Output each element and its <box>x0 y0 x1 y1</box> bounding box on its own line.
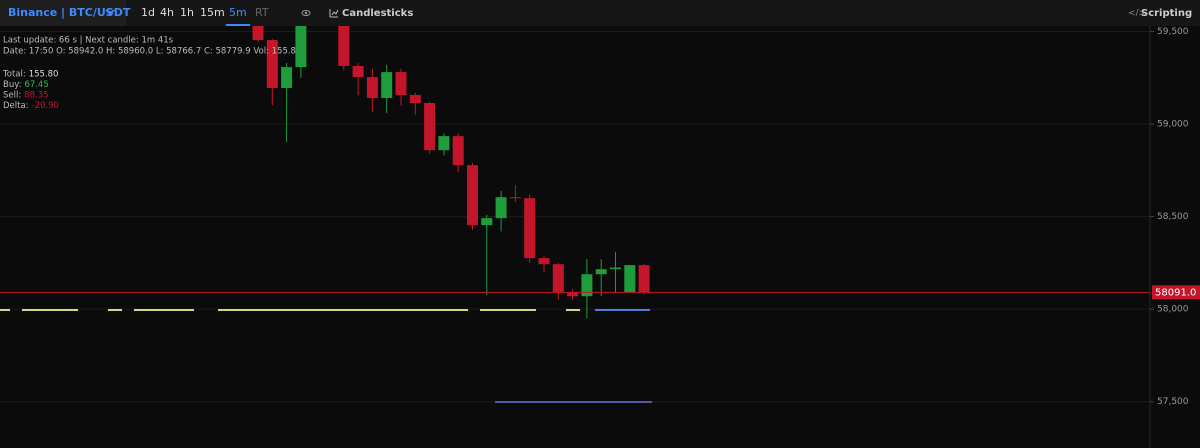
candle-body <box>295 26 307 68</box>
price-axis: 57,500 58,000 58,500 59,000 59,500 58091.0 <box>1150 27 1200 407</box>
active-interval-underline <box>226 24 250 26</box>
toolbar <box>0 0 1200 26</box>
chart-style-icon[interactable] <box>329 9 339 18</box>
candle-body <box>524 198 536 259</box>
interval-button[interactable]: 15m <box>200 6 225 19</box>
interval-button[interactable]: 1h <box>180 6 194 19</box>
candle-body <box>338 26 350 66</box>
code-icon[interactable]: </> <box>1128 9 1146 19</box>
stat-value: -20.90 <box>32 101 59 111</box>
visibility-icon[interactable] <box>301 10 311 16</box>
candle-body <box>595 269 607 275</box>
candle-body <box>509 197 521 199</box>
interval-button[interactable]: RT <box>255 6 269 19</box>
last-price-badge <box>1152 285 1200 300</box>
candle-body <box>438 136 450 151</box>
candle-body <box>352 65 364 78</box>
stat-label: Sell: <box>3 91 21 101</box>
last-price-label: 58091.0 <box>1155 287 1196 298</box>
interval-button[interactable]: 1d <box>141 6 155 19</box>
candle-body <box>610 267 621 270</box>
candle-body <box>409 95 421 103</box>
y-tick-label: 58,000 <box>1157 305 1189 315</box>
y-tick-label: 57,500 <box>1157 397 1189 407</box>
candle-body <box>381 72 393 98</box>
candle-body <box>366 77 378 98</box>
update-info: Last update: 66 s | Next candle: 1m 41s <box>3 36 174 46</box>
candle-body <box>638 265 650 293</box>
stat-value: 67.45 <box>25 80 49 90</box>
candle-body <box>424 102 436 151</box>
ohlc-info: Date: 17:50 O: 58942.0 H: 58960.0 L: 587… <box>3 47 296 57</box>
candle-body <box>481 218 493 226</box>
candle-body <box>567 292 579 297</box>
stat-label: Total: <box>2 70 26 80</box>
chart-style[interactable]: Candlesticks <box>342 8 413 19</box>
candle-body <box>452 136 464 166</box>
symbol[interactable]: Binance | BTC/USDT <box>8 6 131 19</box>
plot-area <box>0 26 1150 403</box>
stat-value: 155.80 <box>29 70 59 80</box>
interval-button[interactable]: 5m <box>229 6 247 19</box>
scripting-button[interactable]: Scripting <box>1141 8 1192 19</box>
candle-body <box>281 67 293 89</box>
candle-body <box>581 274 593 297</box>
candle-body <box>395 72 407 96</box>
candle-body <box>538 258 550 265</box>
interval-buttons: 1d 4h 1h 15m 5m RT <box>141 6 269 26</box>
symbol-selector[interactable] <box>0 0 126 26</box>
candle-body <box>495 197 507 219</box>
candle-body <box>252 26 264 41</box>
candle-body <box>552 264 564 293</box>
stat-label: Buy: <box>3 80 22 90</box>
dropdown-icon[interactable] <box>105 9 115 16</box>
candle-body <box>624 265 636 293</box>
y-tick-label: 59,000 <box>1157 120 1189 130</box>
stat-value: 88.35 <box>24 91 48 101</box>
candle-body <box>467 165 478 226</box>
candle-body <box>266 40 278 89</box>
stat-label: Delta: <box>3 101 29 111</box>
interval-button[interactable]: 4h <box>160 6 174 19</box>
y-tick-label: 58,500 <box>1157 212 1189 222</box>
y-tick-label: 59,500 <box>1157 27 1189 37</box>
